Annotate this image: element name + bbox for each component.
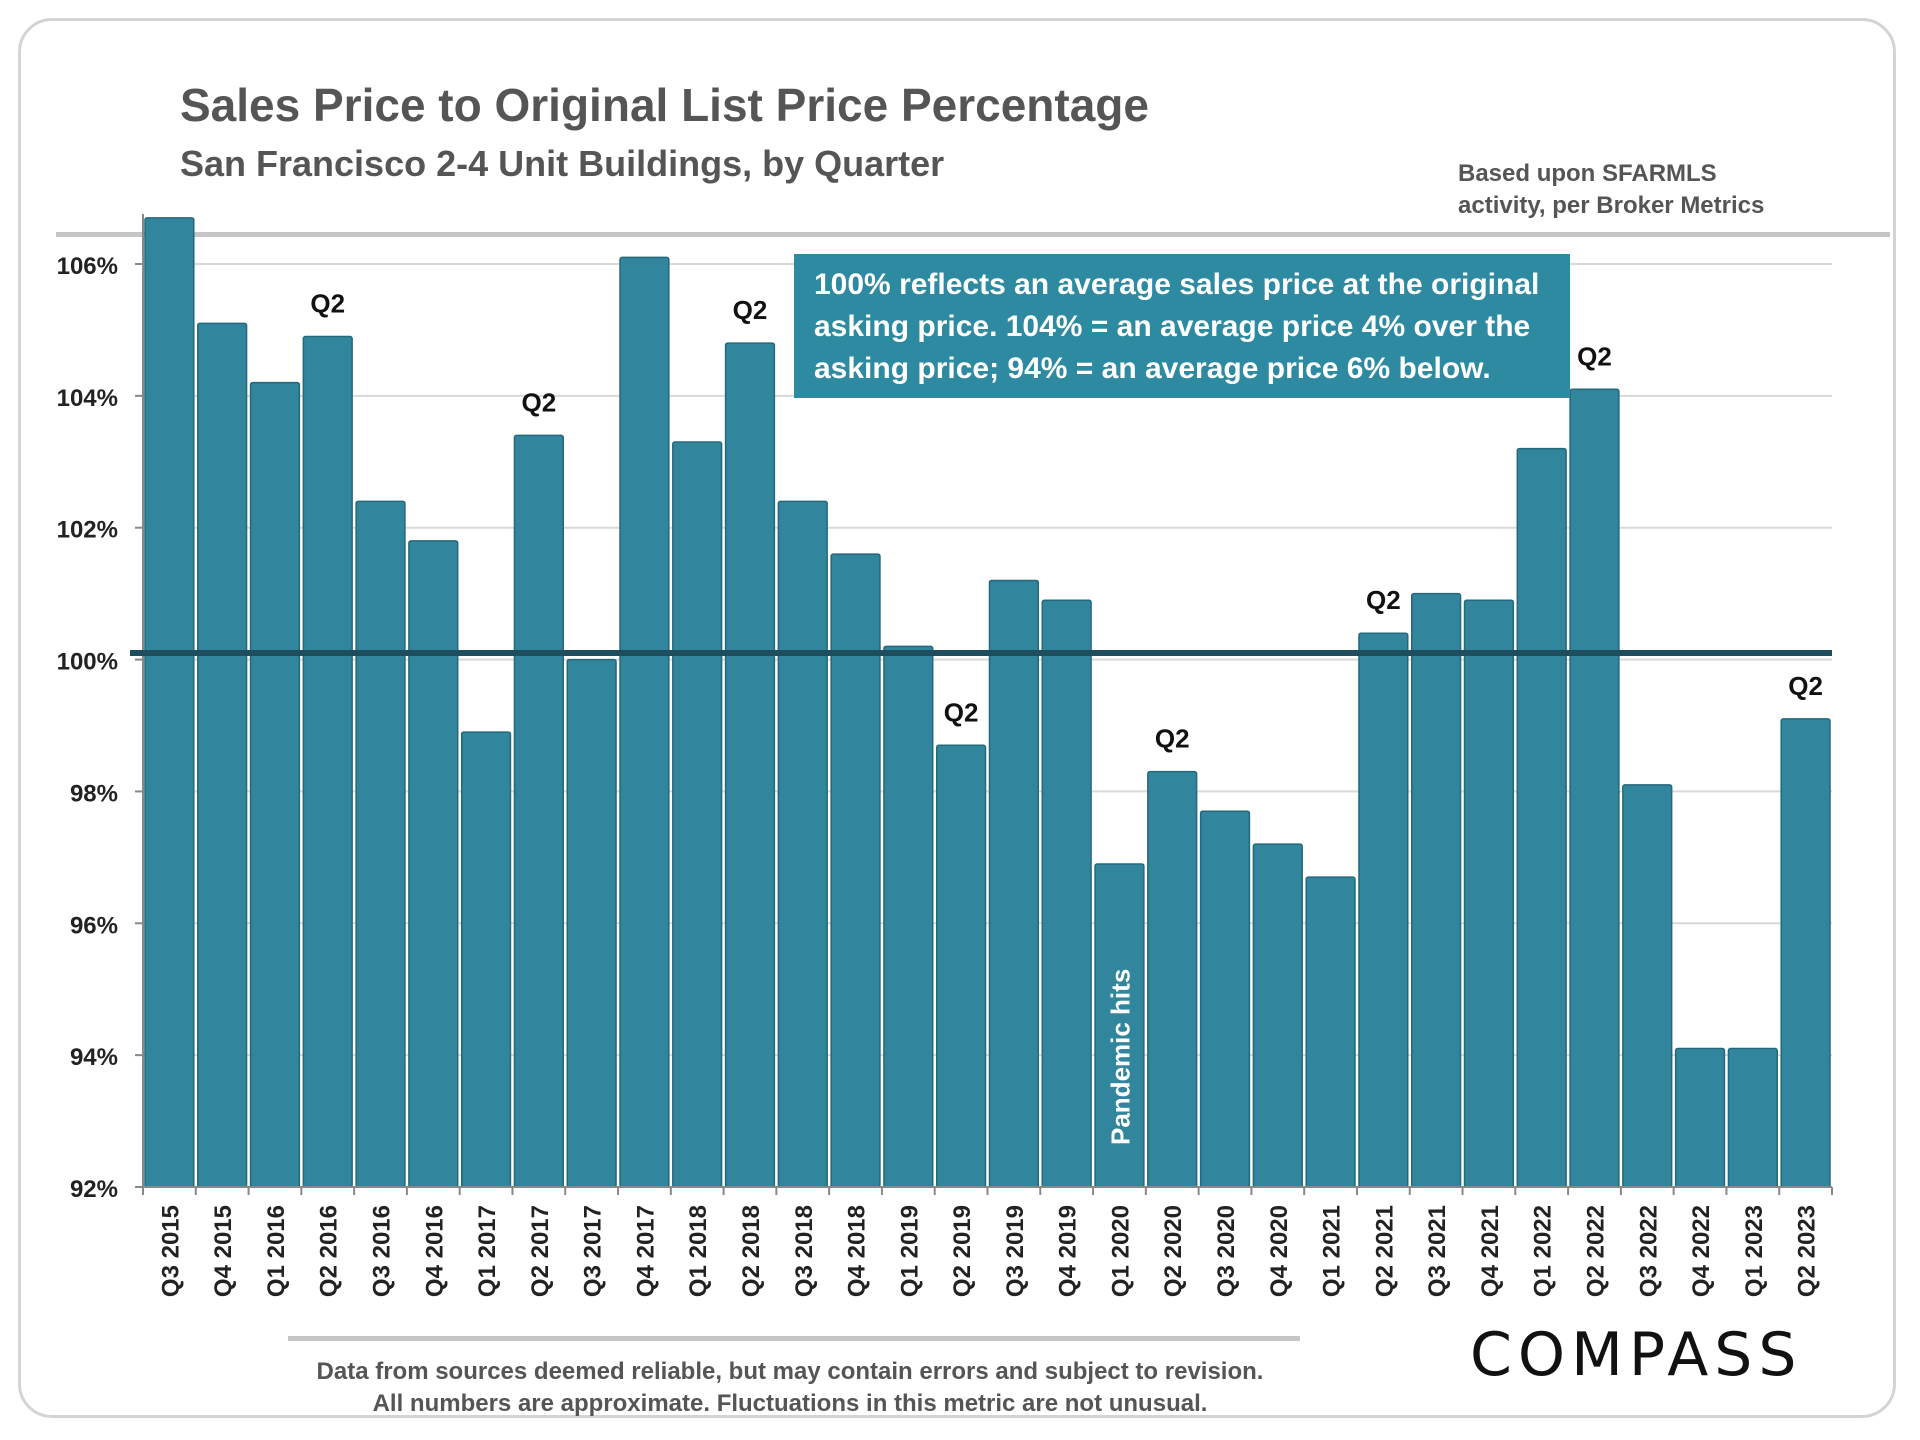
callout-line-1: 100% reflects an average sales price at … bbox=[814, 268, 1540, 301]
x-tick-label: Q3 2020 bbox=[1213, 1205, 1240, 1297]
disclaimer-line-1: Data from sources deemed reliable, but m… bbox=[316, 1358, 1264, 1385]
bar-label-q2: Q2 bbox=[733, 295, 768, 325]
y-tick-label: 106% bbox=[57, 253, 118, 280]
bar bbox=[1305, 876, 1356, 1188]
x-tick-label: Q1 2017 bbox=[474, 1205, 501, 1297]
x-tick-label: Q1 2021 bbox=[1319, 1205, 1346, 1297]
bar bbox=[1252, 843, 1303, 1188]
x-tick-label: Q1 2023 bbox=[1741, 1205, 1768, 1297]
bar-label-q2: Q2 bbox=[310, 289, 345, 319]
bar bbox=[513, 434, 564, 1188]
y-tick-label: 102% bbox=[57, 517, 118, 544]
bar bbox=[1463, 599, 1515, 1188]
x-tick-label: Q3 2019 bbox=[1002, 1205, 1029, 1297]
x-tick-label: Q2 2016 bbox=[316, 1205, 343, 1297]
x-tick-label: Q1 2020 bbox=[1107, 1205, 1134, 1297]
footer-divider bbox=[288, 1336, 1300, 1341]
bar bbox=[1674, 1047, 1726, 1188]
x-tick-label: Q3 2016 bbox=[369, 1205, 396, 1297]
bar bbox=[1411, 592, 1462, 1188]
x-tick-label: Q4 2020 bbox=[1266, 1205, 1293, 1297]
x-tick-label: Q2 2020 bbox=[1160, 1205, 1187, 1297]
callout-line-3: asking price; 94% = an average price 6% … bbox=[814, 352, 1491, 385]
x-tick-label: Q2 2018 bbox=[738, 1205, 765, 1297]
x-tick-label: Q2 2017 bbox=[527, 1205, 554, 1297]
bar bbox=[988, 579, 1040, 1188]
disclaimer: Data from sources deemed reliable, but m… bbox=[250, 1356, 1330, 1420]
bar bbox=[1516, 447, 1567, 1188]
bar bbox=[144, 217, 195, 1188]
bar bbox=[566, 658, 617, 1188]
bar bbox=[1780, 718, 1831, 1188]
x-tick-label: Q2 2022 bbox=[1582, 1205, 1609, 1297]
x-tick-label: Q1 2022 bbox=[1530, 1205, 1557, 1297]
x-tick-label: Q1 2016 bbox=[263, 1205, 290, 1297]
bar-label-q2: Q2 bbox=[944, 697, 979, 727]
bar-label-q2: Q2 bbox=[1366, 585, 1401, 615]
bar-label-q2: Q2 bbox=[1577, 341, 1612, 371]
x-tick-label: Q3 2022 bbox=[1635, 1205, 1662, 1297]
x-tick-label: Q3 2017 bbox=[580, 1205, 607, 1297]
bar bbox=[408, 540, 459, 1188]
disclaimer-line-2: All numbers are approximate. Fluctuation… bbox=[372, 1390, 1208, 1417]
x-tick-label: Q4 2016 bbox=[421, 1205, 448, 1297]
chart-subtitle: San Francisco 2-4 Unit Buildings, by Qua… bbox=[180, 143, 945, 184]
x-tick-label: Q4 2015 bbox=[210, 1205, 237, 1297]
x-tick-label: Q2 2021 bbox=[1371, 1205, 1398, 1297]
bar bbox=[672, 441, 723, 1188]
x-tick-label: Q2 2019 bbox=[949, 1205, 976, 1297]
bar bbox=[777, 500, 828, 1188]
chart-title: Sales Price to Original List Price Perce… bbox=[180, 79, 1149, 131]
header-divider bbox=[56, 232, 1890, 237]
bar-label-q2: Q2 bbox=[1155, 724, 1190, 754]
x-tick-label: Q2 2023 bbox=[1794, 1205, 1821, 1297]
y-tick-label: 98% bbox=[70, 780, 118, 807]
x-tick-label: Q1 2018 bbox=[685, 1205, 712, 1297]
x-tick-label: Q3 2021 bbox=[1424, 1205, 1451, 1297]
bar bbox=[460, 731, 512, 1188]
explanation-callout: 100% reflects an average sales price at … bbox=[794, 254, 1570, 398]
x-tick-label: Q4 2021 bbox=[1477, 1205, 1504, 1297]
x-tick-label: Q3 2015 bbox=[157, 1205, 184, 1297]
bar-label-q2: Q2 bbox=[1788, 671, 1823, 701]
bar bbox=[619, 256, 670, 1188]
bar bbox=[1041, 599, 1092, 1188]
compass-logo: COMPASS bbox=[1470, 1320, 1803, 1390]
bar bbox=[830, 553, 881, 1188]
bar bbox=[355, 500, 406, 1188]
bar bbox=[1622, 784, 1673, 1188]
x-tick-label: Q4 2022 bbox=[1688, 1205, 1715, 1297]
bar bbox=[883, 645, 934, 1188]
y-tick-label: 100% bbox=[57, 649, 118, 676]
x-tick-label: Q3 2018 bbox=[791, 1205, 818, 1297]
bar bbox=[935, 744, 987, 1188]
bar bbox=[249, 381, 301, 1188]
bar bbox=[1358, 632, 1409, 1188]
y-tick-label: 94% bbox=[70, 1044, 118, 1071]
callout-line-2: asking price. 104% = an average price 4%… bbox=[814, 310, 1531, 343]
x-tick-label: Q1 2019 bbox=[896, 1205, 923, 1297]
y-tick-label: 104% bbox=[57, 385, 118, 412]
source-note: Based upon SFARMLS activity, per Broker … bbox=[1458, 158, 1764, 222]
bar bbox=[1147, 770, 1198, 1188]
source-line-2: activity, per Broker Metrics bbox=[1458, 192, 1765, 219]
bar bbox=[1569, 388, 1620, 1188]
source-line-1: Based upon SFARMLS bbox=[1458, 160, 1717, 187]
y-tick-label: 92% bbox=[70, 1176, 118, 1203]
bar bbox=[1199, 810, 1251, 1188]
bar-label-q2: Q2 bbox=[522, 387, 557, 417]
bar bbox=[197, 322, 248, 1188]
y-tick-label: 96% bbox=[70, 912, 118, 939]
x-tick-label: Q4 2017 bbox=[632, 1205, 659, 1297]
bar bbox=[302, 335, 353, 1188]
x-tick-label: Q4 2019 bbox=[1055, 1205, 1082, 1297]
bar bbox=[1727, 1047, 1778, 1188]
annotation-pandemic-hits: Pandemic hits bbox=[1105, 969, 1135, 1145]
x-tick-label: Q4 2018 bbox=[844, 1205, 871, 1297]
bar bbox=[724, 342, 776, 1188]
